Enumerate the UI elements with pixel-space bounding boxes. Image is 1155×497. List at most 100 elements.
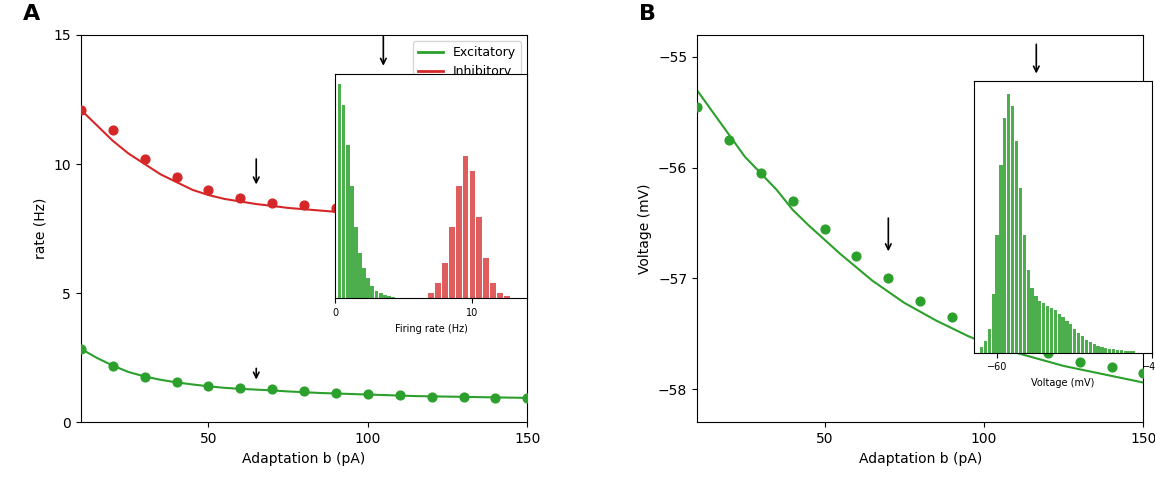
Bar [1116,350,1119,353]
Bar [353,227,358,298]
Bar [371,286,374,298]
Bar [442,263,448,298]
Bar [1011,106,1014,353]
Point [454,393,472,401]
Point [390,391,409,399]
Bar [984,341,988,353]
Point [72,345,90,353]
Point [1102,363,1120,371]
Point [167,378,186,386]
X-axis label: Voltage (mV): Voltage (mV) [1031,378,1095,388]
Point [358,390,377,398]
Bar [490,283,495,298]
Bar [363,268,366,298]
Point [454,212,472,220]
Bar [1119,350,1123,353]
Bar [1034,296,1037,353]
Bar [1004,118,1006,353]
Point [1134,369,1153,377]
Bar [1053,311,1057,353]
Point [783,197,802,205]
Bar [382,295,387,298]
Point [848,252,866,260]
Bar [456,186,462,298]
Point [327,389,345,397]
Point [135,373,154,381]
Bar [1096,345,1100,353]
Bar [1104,348,1108,353]
Bar [1112,349,1116,353]
Point [295,201,313,209]
Bar [358,252,362,298]
X-axis label: Firing rate (Hz): Firing rate (Hz) [395,324,468,333]
Bar [1065,321,1068,353]
Point [295,388,313,396]
Point [720,136,738,144]
Point [327,204,345,212]
Point [519,394,537,402]
Bar [1070,325,1073,353]
Bar [1076,332,1080,353]
Point [72,106,90,114]
Point [199,186,217,194]
Point [423,393,441,401]
Text: B: B [639,4,656,24]
Bar [387,296,390,298]
Point [167,173,186,181]
Bar [342,105,345,298]
Bar [449,227,455,298]
Bar [1101,347,1103,353]
Point [879,274,897,282]
Bar [435,283,441,298]
Point [199,382,217,390]
Point [486,394,505,402]
Point [975,330,993,338]
Bar [1038,301,1042,353]
Bar [1042,303,1045,353]
Bar [350,186,353,298]
Bar [1046,306,1049,353]
Bar [504,296,509,298]
Bar [1089,342,1091,353]
Bar [366,278,370,298]
Bar [1061,318,1065,353]
Point [263,199,282,207]
Legend: Excitatory, Inhibitory: Excitatory, Inhibitory [413,41,521,83]
Point [104,126,122,134]
Bar [1022,235,1026,353]
Bar [992,294,994,353]
Point [1007,341,1026,349]
Bar [392,297,395,298]
Point [1071,357,1089,365]
Bar [1085,340,1088,353]
Bar [1007,94,1011,353]
Point [231,194,249,202]
Bar [1108,349,1111,353]
Bar [1030,288,1034,353]
X-axis label: Adaptation b (pA): Adaptation b (pA) [858,452,982,466]
Y-axis label: Voltage (mV): Voltage (mV) [639,183,653,274]
Bar [483,257,489,298]
Bar [1132,351,1134,353]
Bar [463,156,469,298]
Bar [337,84,342,298]
Point [752,169,770,177]
Bar [979,347,983,353]
Bar [1050,308,1053,353]
Bar [1058,314,1060,353]
Y-axis label: rate (Hz): rate (Hz) [33,198,49,259]
Bar [999,165,1003,353]
Bar [1124,351,1127,353]
Bar [1015,141,1018,353]
Bar [1027,270,1030,353]
Point [519,214,537,222]
X-axis label: Adaptation b (pA): Adaptation b (pA) [243,452,366,466]
Bar [1019,188,1022,353]
Bar [1127,351,1131,353]
Bar [345,146,350,298]
Point [1038,349,1057,357]
Point [911,297,930,305]
Bar [477,217,482,298]
Point [942,313,961,321]
Point [135,155,154,163]
